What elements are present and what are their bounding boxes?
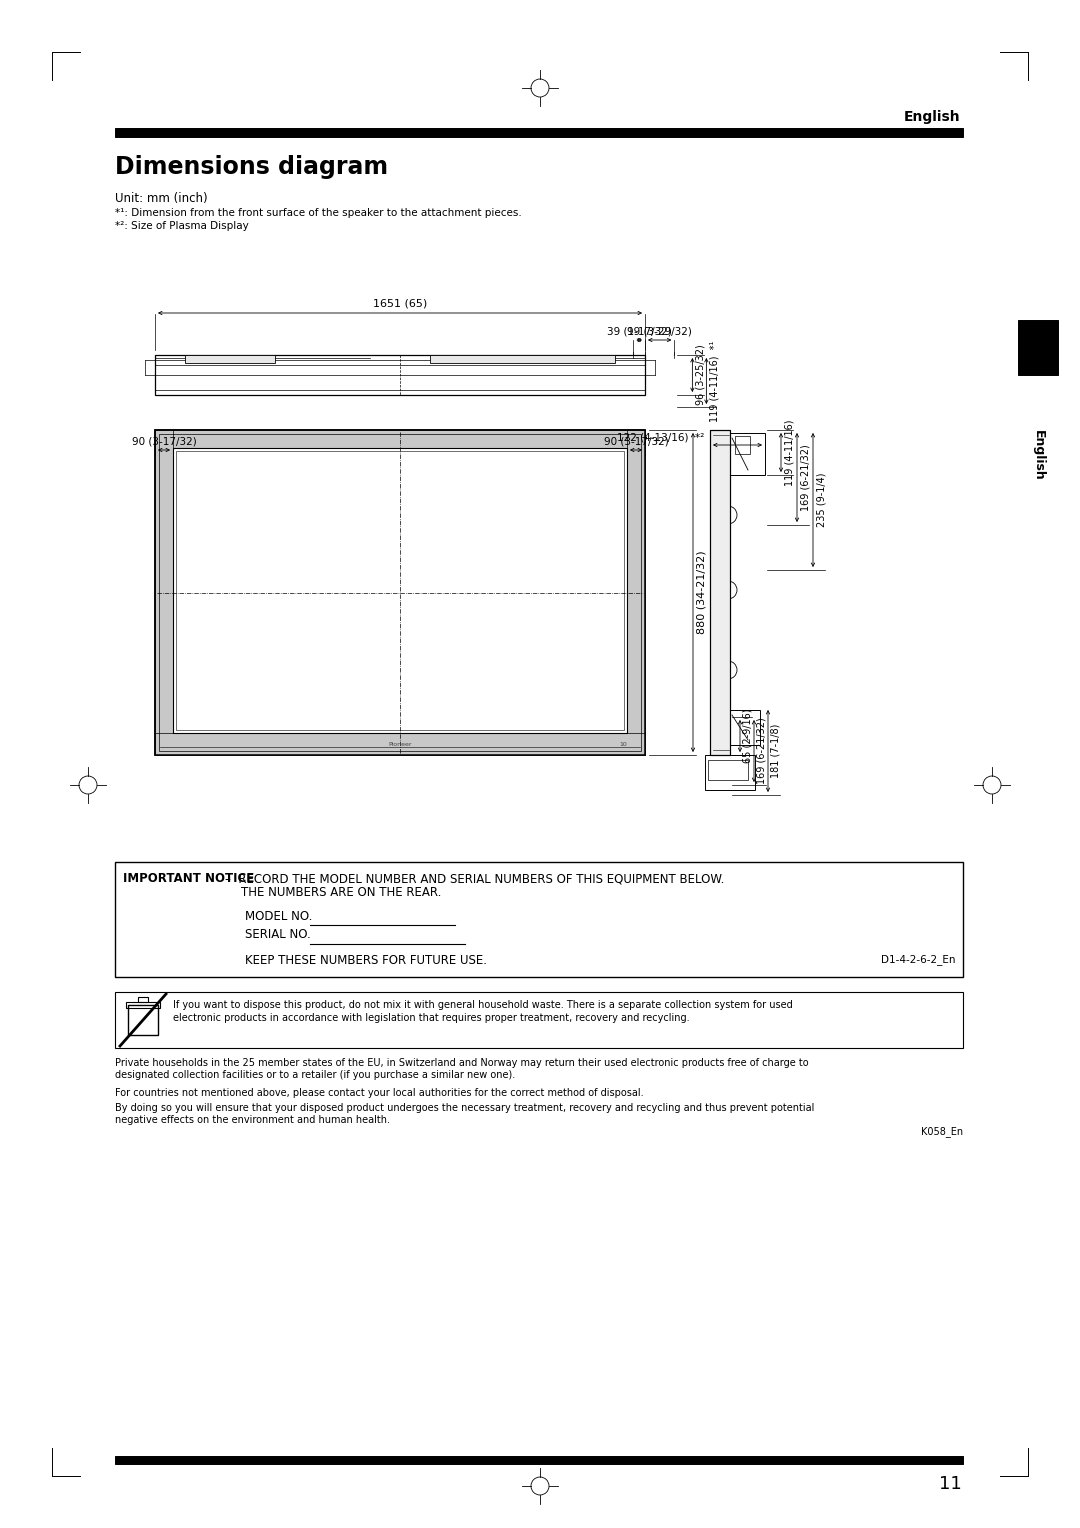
Text: *¹: Dimension from the front surface of the speaker to the attachment pieces.: *¹: Dimension from the front surface of … <box>114 208 522 219</box>
Text: 39 (1-17/32): 39 (1-17/32) <box>607 325 672 336</box>
Bar <box>156 429 645 448</box>
Text: English: English <box>1031 429 1044 480</box>
Text: By doing so you will ensure that your disposed product undergoes the necessary t: By doing so you will ensure that your di… <box>114 1103 814 1112</box>
Bar <box>114 128 963 138</box>
Bar <box>710 429 730 755</box>
Text: If you want to dispose this product, do not mix it with general household waste.: If you want to dispose this product, do … <box>173 999 793 1010</box>
Text: 122 (4-13/16)  *²: 122 (4-13/16) *² <box>617 432 704 442</box>
Text: K058_En: K058_En <box>921 1126 963 1137</box>
Text: 119 (4-11/16)  *¹: 119 (4-11/16) *¹ <box>710 341 719 422</box>
Bar <box>176 451 624 730</box>
Bar <box>1018 319 1058 374</box>
Text: THE NUMBERS ARE ON THE REAR.: THE NUMBERS ARE ON THE REAR. <box>241 886 442 898</box>
Bar <box>156 429 645 755</box>
Text: 169 (6-21/32): 169 (6-21/32) <box>800 445 810 510</box>
Text: D1-4-2-6-2_En: D1-4-2-6-2_En <box>880 953 955 964</box>
Bar <box>126 1002 160 1008</box>
Text: 99 (3-29/32): 99 (3-29/32) <box>627 325 692 336</box>
Text: 169 (6-21/32): 169 (6-21/32) <box>757 718 767 784</box>
Text: MODEL NO.: MODEL NO. <box>245 911 312 923</box>
Bar <box>114 862 963 976</box>
Bar <box>730 432 765 475</box>
Text: Dimensions diagram: Dimensions diagram <box>114 154 388 179</box>
Text: IMPORTANT NOTICE: IMPORTANT NOTICE <box>123 872 254 885</box>
Text: 181 (7-1/8): 181 (7-1/8) <box>771 724 781 778</box>
Bar <box>114 1456 963 1464</box>
Text: 1651 (65): 1651 (65) <box>373 298 427 309</box>
Text: 880 (34-21/32): 880 (34-21/32) <box>697 550 707 634</box>
Bar <box>430 354 615 364</box>
Text: 235 (9-1/4): 235 (9-1/4) <box>816 472 826 527</box>
Text: electronic products in accordance with legislation that requires proper treatmen: electronic products in accordance with l… <box>173 1013 690 1024</box>
Text: Pioneer: Pioneer <box>388 741 411 747</box>
Bar <box>156 429 173 755</box>
Text: 90 (3-17/32): 90 (3-17/32) <box>132 435 197 446</box>
Text: Private households in the 25 member states of the EU, in Switzerland and Norway : Private households in the 25 member stat… <box>114 1057 809 1068</box>
Bar <box>735 435 750 454</box>
Text: Unit: mm (inch): Unit: mm (inch) <box>114 193 207 205</box>
Text: English: English <box>903 110 960 124</box>
Bar <box>710 429 730 755</box>
Text: 96 (3-25/32): 96 (3-25/32) <box>696 345 705 405</box>
Text: negative effects on the environment and human health.: negative effects on the environment and … <box>114 1115 390 1125</box>
Text: 90 (3-17/32): 90 (3-17/32) <box>604 435 669 446</box>
Bar <box>185 354 275 364</box>
Text: *²: Size of Plasma Display: *²: Size of Plasma Display <box>114 222 248 231</box>
Bar <box>173 448 627 733</box>
Bar <box>156 733 645 755</box>
Bar <box>730 711 760 746</box>
Text: SERIAL NO.: SERIAL NO. <box>245 927 311 941</box>
Text: 10: 10 <box>619 741 626 747</box>
Text: 65 (2-9/16): 65 (2-9/16) <box>743 709 753 764</box>
Text: KEEP THESE NUMBERS FOR FUTURE USE.: KEEP THESE NUMBERS FOR FUTURE USE. <box>245 953 487 967</box>
Bar <box>138 996 148 1002</box>
Bar <box>156 354 645 396</box>
Text: 119 (4-11/16): 119 (4-11/16) <box>784 419 794 486</box>
Bar <box>114 992 963 1048</box>
Bar <box>705 755 755 790</box>
Text: For countries not mentioned above, please contact your local authorities for the: For countries not mentioned above, pleas… <box>114 1088 644 1099</box>
Bar <box>708 759 748 779</box>
Bar <box>156 429 645 755</box>
Text: 11: 11 <box>940 1475 962 1493</box>
Bar <box>159 434 642 750</box>
Text: designated collection facilities or to a retailer (if you purchase a similar new: designated collection facilities or to a… <box>114 1070 515 1080</box>
Text: –  RECORD THE MODEL NUMBER AND SERIAL NUMBERS OF THIS EQUIPMENT BELOW.: – RECORD THE MODEL NUMBER AND SERIAL NUM… <box>225 872 725 885</box>
Bar <box>129 1005 158 1034</box>
Bar <box>627 429 645 755</box>
